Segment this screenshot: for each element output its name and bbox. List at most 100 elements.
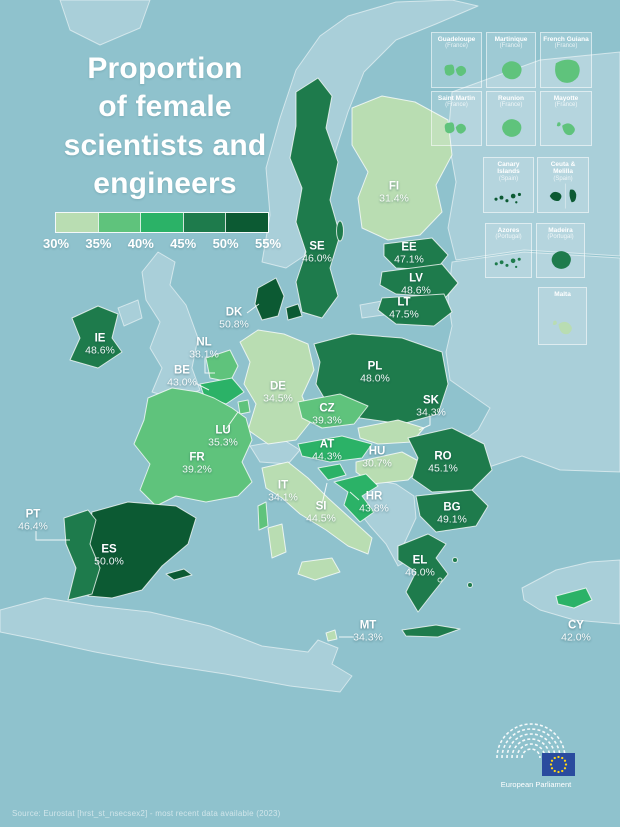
inset-canary-islands: Canary Islands (Spain)	[483, 157, 534, 213]
uk-shape	[141, 251, 201, 401]
inset-sublabel: (France)	[499, 102, 523, 109]
inset-map	[555, 59, 580, 83]
inset-title: Mayotte	[553, 95, 579, 102]
inset-title: Reunion	[498, 95, 524, 102]
crete-shape	[401, 624, 461, 638]
legend-tick: 50%	[212, 236, 239, 251]
country-FI-shape	[351, 95, 453, 241]
country-CY-shape	[555, 587, 593, 609]
inset-island-shape	[494, 258, 521, 269]
page-title-line: scientists and	[63, 128, 267, 162]
inset-map	[494, 258, 521, 269]
inset-sublabel: (Portugal)	[547, 234, 574, 241]
inset-island-shape	[501, 61, 522, 80]
inset-map	[501, 61, 522, 80]
legend-swatch	[140, 213, 183, 232]
country-EL-shape	[397, 533, 449, 613]
page-title-line: Proportion	[87, 52, 243, 85]
inset-map	[502, 119, 522, 138]
country-NL-shape	[205, 349, 239, 383]
page-title: Proportion of female scientists and enginee…	[26, 50, 304, 204]
inset-island-shape	[552, 320, 572, 335]
hemicycle-arc	[506, 733, 556, 759]
inset-title: Canary Islands	[497, 161, 520, 176]
legend-tick: 30%	[42, 236, 70, 251]
legend-swatch	[97, 213, 141, 232]
denmark-islands-shape	[285, 303, 303, 321]
flag-star	[563, 759, 567, 762]
dk-pointer-line	[246, 303, 260, 314]
flag-star	[557, 755, 560, 759]
inset-island-shape	[555, 59, 580, 83]
inset-map	[549, 183, 577, 209]
page-title-line: of female	[98, 90, 232, 124]
source-note: Source: Eurostat [hrst_st_nsecsex2] - mo…	[12, 809, 281, 818]
inset-island-shape	[494, 192, 521, 204]
inset-title: Martinique	[494, 36, 528, 43]
russia-shape	[447, 51, 620, 261]
inset-madeira: Madeira (Portugal)	[536, 223, 585, 278]
flag-star	[561, 756, 564, 760]
balearic-islands-shape	[165, 568, 193, 581]
flag-star	[564, 763, 568, 766]
inset-island-shape	[444, 64, 467, 76]
inset-title: Ceuta & Melilla	[550, 161, 576, 176]
inset-title: French Guiana	[543, 36, 589, 43]
inset-map	[494, 192, 521, 204]
sk-pointer-line	[418, 416, 431, 431]
country-DK-shape	[254, 277, 285, 321]
inset-azores: Azores (Portugal)	[485, 223, 532, 278]
legend-tick-labels: 30% 35% 40% 45% 50% 55%	[43, 236, 281, 252]
inset-map	[444, 122, 466, 135]
hemicycle-arcs-icon	[496, 723, 566, 759]
country-PT-shape	[63, 509, 101, 601]
hemicycle-arc	[501, 728, 561, 759]
inset-saint-martin: Saint Martin (France)	[431, 91, 482, 146]
inset-island-shape	[556, 122, 575, 136]
inset-sublabel: (France)	[554, 43, 578, 50]
country-IT-shape	[261, 461, 373, 555]
legend-tick: 45%	[170, 236, 197, 251]
inset-title: Malta	[554, 291, 571, 298]
eu-country-shapes	[63, 77, 593, 642]
hemicycle-arc	[521, 748, 541, 759]
corsica-shape	[257, 501, 269, 531]
inset-map	[556, 122, 575, 136]
pt-pointer-line	[35, 531, 70, 541]
inset-ceuta-melilla: Ceuta & Melilla (Spain)	[537, 157, 589, 213]
flag-star	[550, 767, 554, 770]
country-SI-shape	[317, 463, 347, 481]
inset-title: Saint Martin	[437, 95, 476, 102]
inset-island-shape	[444, 122, 466, 135]
country-DE-shape	[239, 329, 315, 445]
hemicycle-arc	[516, 743, 546, 759]
country-BG-shape	[415, 489, 489, 533]
legend-tick: 55%	[254, 236, 282, 251]
page-title-line: engineers	[93, 167, 237, 201]
country-LV-shape	[379, 263, 459, 298]
hr-pointer-line	[349, 491, 360, 501]
inset-sublabel: (France)	[554, 102, 578, 109]
country-LU-shape	[237, 399, 251, 415]
label-pointer-lines	[35, 303, 431, 638]
flag-star	[549, 763, 553, 766]
greek-island-shape	[437, 577, 443, 583]
inset-sublabel: (Spain)	[498, 175, 519, 182]
inset-island-shape	[549, 183, 577, 209]
be-pointer-line	[194, 382, 210, 391]
flag-star	[557, 770, 560, 774]
flag-star	[561, 769, 564, 773]
northern-ireland-shape	[117, 299, 143, 327]
iceland-shape	[59, 0, 151, 46]
inset-martinique: Martinique (France)	[486, 32, 536, 88]
inset-french-guiana: French Guiana (France)	[540, 32, 592, 88]
legend-swatch	[225, 213, 268, 232]
greek-island-shape	[452, 557, 458, 563]
inset-sublabel: (Spain)	[553, 175, 573, 182]
inset-map	[444, 64, 467, 76]
inset-sublabel: (Portugal)	[495, 234, 522, 241]
inset-title: Madeira	[548, 227, 573, 234]
inset-map	[552, 320, 572, 335]
sicily-shape	[297, 557, 341, 581]
